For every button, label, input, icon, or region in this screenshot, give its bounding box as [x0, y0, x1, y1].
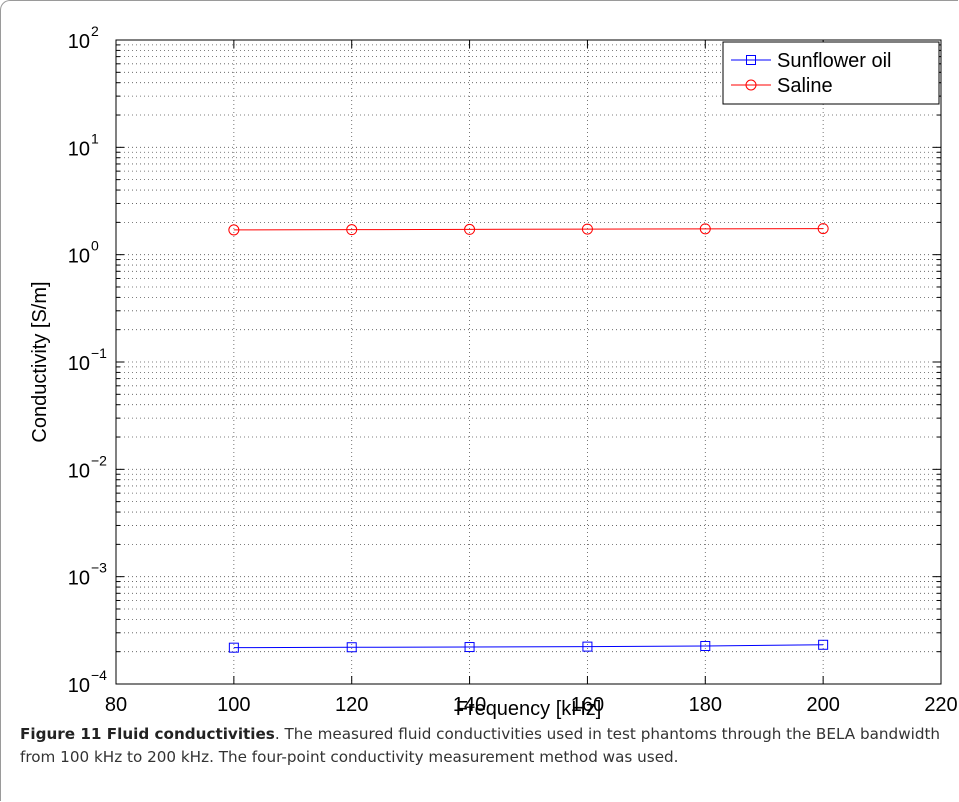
data-point-saline: [464, 223, 476, 235]
caption-text: . The measured fluid conductivities used…: [20, 725, 941, 766]
y-tick-label: 10: [68, 246, 90, 268]
y-tick-base: 10: [68, 568, 90, 590]
y-tick-label: 10: [68, 675, 90, 697]
legend-marker-sunflower-oil: [746, 55, 756, 65]
x-tick-label: 220: [924, 694, 957, 716]
y-tick-label: 10: [68, 353, 90, 375]
chart-series: [228, 223, 829, 653]
y-tick-label: 10: [68, 138, 90, 160]
data-point-saline: [346, 224, 358, 236]
data-point-sunflower-oil: [346, 642, 357, 653]
y-tick-base: 10: [68, 31, 90, 53]
x-tick-labels: 80 100 120 140 160 180 200 220: [105, 694, 958, 716]
series-line-sunflower-oil: [233, 644, 824, 649]
data-point-sunflower-oil: [818, 639, 829, 650]
y-tick-label: 10: [68, 460, 90, 482]
x-tick-label: 120: [335, 694, 368, 716]
y-tick-base: 10: [68, 460, 90, 482]
y-tick-base: 10: [68, 675, 90, 697]
x-tick-label: 100: [217, 694, 250, 716]
caption-label: Figure 11 Fluid conductivities: [20, 725, 275, 743]
data-point-saline: [581, 223, 593, 235]
x-tick-label: 80: [105, 694, 127, 716]
legend: Sunflower oil Saline: [722, 41, 940, 105]
axis-ticks: [115, 40, 942, 685]
legend-label-saline: Saline: [777, 75, 833, 97]
x-tick-label: 140: [453, 694, 486, 716]
data-point-sunflower-oil: [464, 642, 475, 653]
x-axis-label: Frequency [kHz]: [456, 698, 602, 720]
y-tick-exponent: −2: [91, 452, 107, 468]
y-tick-base: 10: [68, 353, 90, 375]
y-tick-base: 10: [68, 138, 90, 160]
data-point-sunflower-oil: [582, 641, 593, 652]
y-tick-exponent: −3: [91, 560, 107, 576]
data-point-saline: [228, 224, 240, 236]
series-line-saline: [233, 228, 824, 231]
y-tick-exponent: −1: [91, 345, 107, 361]
y-tick-exponent: 0: [91, 238, 99, 254]
y-tick-label: 10: [68, 31, 90, 53]
data-point-sunflower-oil: [700, 640, 711, 651]
x-tick-label: 200: [806, 694, 839, 716]
data-point-sunflower-oil: [228, 642, 239, 653]
legend-label-sunflower-oil: Sunflower oil: [777, 50, 892, 72]
y-tick-exponent: 1: [91, 130, 99, 146]
y-tick-exponent: 2: [91, 23, 99, 39]
legend-box: [722, 41, 940, 105]
data-point-saline: [817, 223, 829, 235]
x-tick-label: 180: [689, 694, 722, 716]
data-point-saline: [699, 223, 711, 235]
y-tick-exponent: −4: [91, 667, 107, 683]
figure-caption: Figure 11 Fluid conductivities. The meas…: [20, 723, 945, 769]
grid-lines: [116, 40, 941, 684]
y-axis-label: Conductivity [S/m]: [29, 281, 51, 442]
legend-marker-saline: [745, 79, 757, 91]
x-tick-label: 160: [571, 694, 604, 716]
y-tick-base: 10: [68, 246, 90, 268]
y-tick-label: 10: [68, 568, 90, 590]
